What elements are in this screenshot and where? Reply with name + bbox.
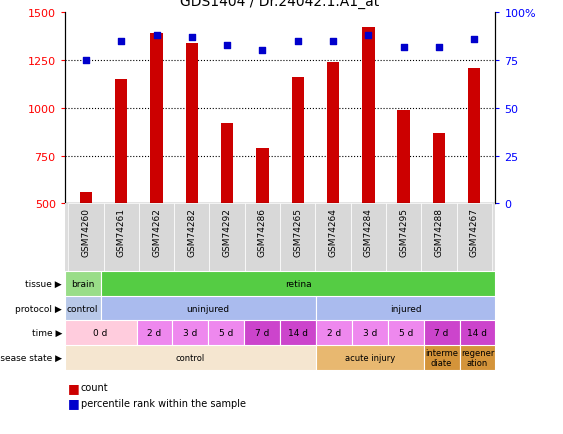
Text: percentile rank within the sample: percentile rank within the sample bbox=[81, 398, 245, 408]
Bar bbox=[280, 204, 315, 271]
Bar bbox=[459, 321, 495, 345]
Point bbox=[82, 57, 91, 64]
Bar bbox=[362, 28, 374, 204]
Bar bbox=[80, 193, 92, 204]
Text: uninjured: uninjured bbox=[187, 304, 230, 313]
Bar bbox=[280, 321, 316, 345]
Point bbox=[222, 42, 231, 49]
Text: 3 d: 3 d bbox=[183, 329, 198, 338]
Bar bbox=[65, 321, 137, 345]
Bar bbox=[245, 204, 280, 271]
Bar bbox=[209, 204, 245, 271]
Bar bbox=[388, 321, 424, 345]
Text: injured: injured bbox=[390, 304, 422, 313]
Bar bbox=[244, 321, 280, 345]
Text: control: control bbox=[176, 353, 205, 362]
Text: 14 d: 14 d bbox=[288, 329, 308, 338]
Bar bbox=[386, 204, 421, 271]
Text: 3 d: 3 d bbox=[363, 329, 377, 338]
Text: count: count bbox=[81, 383, 108, 392]
Bar bbox=[174, 204, 209, 271]
Text: 14 d: 14 d bbox=[467, 329, 488, 338]
Bar bbox=[459, 345, 495, 370]
Text: GSM74261: GSM74261 bbox=[117, 207, 126, 256]
Text: interme
diate: interme diate bbox=[425, 348, 458, 368]
Bar bbox=[256, 148, 269, 204]
Text: GSM74262: GSM74262 bbox=[152, 207, 161, 256]
Point bbox=[435, 44, 444, 51]
Title: GDS1404 / Dr.24042.1.A1_at: GDS1404 / Dr.24042.1.A1_at bbox=[181, 0, 379, 9]
Bar bbox=[65, 296, 101, 321]
Point bbox=[470, 36, 479, 43]
Bar bbox=[292, 78, 304, 204]
Bar bbox=[433, 133, 445, 204]
Text: GSM74282: GSM74282 bbox=[187, 207, 196, 256]
Bar bbox=[424, 321, 459, 345]
Bar bbox=[421, 204, 457, 271]
Bar bbox=[221, 124, 233, 204]
Point bbox=[258, 48, 267, 55]
Text: GSM74284: GSM74284 bbox=[364, 207, 373, 256]
Bar bbox=[115, 80, 127, 204]
Text: GSM74288: GSM74288 bbox=[435, 207, 444, 256]
Text: GSM74264: GSM74264 bbox=[329, 207, 338, 256]
Bar bbox=[186, 43, 198, 204]
Point bbox=[399, 44, 408, 51]
Bar bbox=[65, 271, 101, 296]
Text: time ▶: time ▶ bbox=[32, 329, 62, 338]
Text: regener
ation: regener ation bbox=[461, 348, 494, 368]
Point bbox=[187, 34, 196, 41]
Bar bbox=[316, 296, 495, 321]
Text: GSM74260: GSM74260 bbox=[82, 207, 91, 256]
Bar bbox=[68, 204, 104, 271]
Text: GSM74295: GSM74295 bbox=[399, 207, 408, 256]
Point bbox=[152, 33, 161, 39]
Text: ■: ■ bbox=[68, 396, 79, 409]
Bar bbox=[137, 321, 172, 345]
Text: 5 d: 5 d bbox=[399, 329, 413, 338]
Text: GSM74267: GSM74267 bbox=[470, 207, 479, 256]
Text: ■: ■ bbox=[68, 381, 79, 394]
Text: 0 d: 0 d bbox=[93, 329, 108, 338]
Bar bbox=[150, 34, 163, 204]
Point bbox=[364, 33, 373, 39]
Point bbox=[117, 38, 126, 45]
Point bbox=[293, 38, 302, 45]
Bar bbox=[65, 345, 316, 370]
Bar bbox=[104, 204, 139, 271]
Text: tissue ▶: tissue ▶ bbox=[25, 279, 62, 288]
Text: 5 d: 5 d bbox=[219, 329, 234, 338]
Bar bbox=[139, 204, 174, 271]
Text: disease state ▶: disease state ▶ bbox=[0, 353, 62, 362]
Text: GSM74286: GSM74286 bbox=[258, 207, 267, 256]
Bar bbox=[352, 321, 388, 345]
Bar bbox=[397, 110, 410, 204]
Text: 7 d: 7 d bbox=[435, 329, 449, 338]
Bar bbox=[172, 321, 208, 345]
Text: control: control bbox=[67, 304, 99, 313]
Text: 7 d: 7 d bbox=[255, 329, 269, 338]
Bar bbox=[468, 69, 480, 204]
Bar bbox=[351, 204, 386, 271]
Bar bbox=[315, 204, 351, 271]
Text: GSM74292: GSM74292 bbox=[222, 207, 231, 256]
Text: 2 d: 2 d bbox=[148, 329, 162, 338]
Text: 2 d: 2 d bbox=[327, 329, 341, 338]
Bar bbox=[457, 204, 492, 271]
Text: retina: retina bbox=[285, 279, 311, 288]
Bar bbox=[424, 345, 459, 370]
Text: brain: brain bbox=[71, 279, 95, 288]
Bar bbox=[327, 62, 339, 204]
Text: protocol ▶: protocol ▶ bbox=[15, 304, 62, 313]
Point bbox=[329, 38, 338, 45]
Bar bbox=[316, 321, 352, 345]
Text: GSM74265: GSM74265 bbox=[293, 207, 302, 256]
Bar bbox=[101, 296, 316, 321]
Bar bbox=[208, 321, 244, 345]
Text: acute injury: acute injury bbox=[345, 353, 395, 362]
Bar bbox=[316, 345, 423, 370]
